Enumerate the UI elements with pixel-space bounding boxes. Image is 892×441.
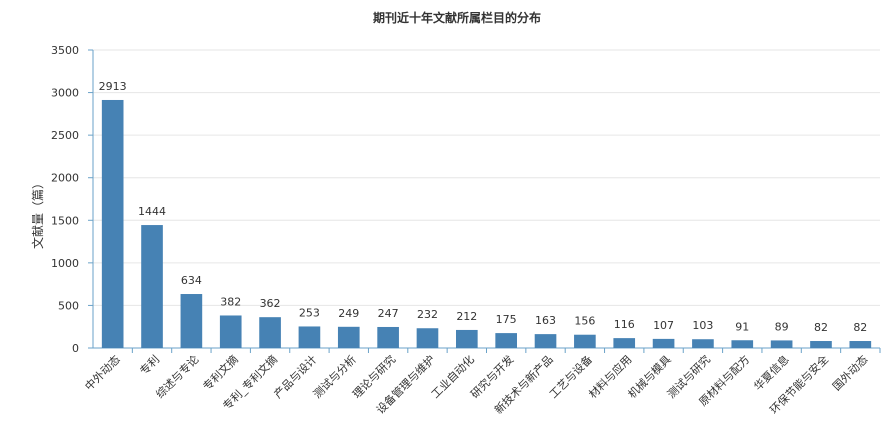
- bar: [416, 328, 439, 348]
- bar: [377, 326, 399, 348]
- bar: [456, 329, 478, 348]
- bars: [101, 99, 872, 349]
- data-label: 212: [456, 310, 477, 323]
- y-tick-label: 2500: [51, 129, 79, 142]
- y-tick-label: 1000: [51, 257, 79, 270]
- x-tick-label: 专利: [137, 352, 162, 377]
- chart-title: 期刊近十年文献所属栏目的分布: [373, 10, 541, 25]
- data-label: 116: [614, 318, 635, 331]
- bar: [337, 326, 360, 348]
- data-label: 232: [417, 308, 438, 321]
- data-label: 634: [181, 274, 202, 287]
- data-label: 156: [574, 315, 595, 328]
- bar: [259, 317, 281, 348]
- bar: [770, 340, 793, 348]
- y-tick-label: 1500: [51, 214, 79, 227]
- bar: [101, 99, 124, 349]
- bar: [141, 225, 163, 348]
- data-label: 82: [853, 321, 867, 334]
- data-label: 89: [775, 320, 789, 333]
- data-label: 107: [653, 319, 674, 332]
- data-label: 1444: [138, 205, 166, 218]
- bar: [849, 341, 872, 348]
- x-tick-label: 中外动态: [82, 353, 122, 393]
- bar: [731, 340, 754, 348]
- bar: [574, 334, 596, 348]
- bar: [180, 294, 203, 348]
- y-tick-label: 500: [58, 299, 79, 312]
- data-label: 253: [299, 306, 320, 319]
- data-label: 382: [220, 295, 241, 308]
- bar: [219, 315, 242, 348]
- data-label: 247: [378, 307, 399, 320]
- data-label: 362: [260, 297, 281, 310]
- y-axis-ticks: 0 500 1000 1500 2000 2500 3000 3500: [51, 44, 93, 355]
- y-axis-label: 文献量（篇）: [30, 177, 45, 249]
- bar: [810, 341, 832, 348]
- data-label: 249: [338, 307, 359, 320]
- data-label: 2913: [99, 80, 127, 93]
- gridlines: [93, 49, 880, 306]
- data-labels: 2913 1444 634 382 362 253 249 247 232 212 175 163 15…: [99, 80, 868, 334]
- data-label: 163: [535, 314, 556, 327]
- x-tick-label: 国外动态: [830, 353, 870, 393]
- x-tick-label: 华夏信息: [751, 352, 792, 393]
- x-tick-label: 综述与专论: [153, 352, 202, 401]
- y-tick-label: 3000: [51, 87, 79, 100]
- y-tick-label: 3500: [51, 44, 79, 57]
- bar: [613, 338, 636, 348]
- bar: [495, 333, 517, 348]
- bar: [652, 338, 675, 348]
- bar: [692, 339, 714, 348]
- bar: [534, 334, 557, 348]
- data-label: 175: [496, 313, 517, 326]
- data-label: 82: [814, 321, 828, 334]
- y-tick-label: 2000: [51, 172, 79, 185]
- y-tick-label: 0: [72, 342, 79, 355]
- bar: [298, 326, 321, 348]
- data-label: 103: [692, 319, 713, 332]
- data-label: 91: [735, 320, 749, 333]
- x-tick-label: 专利文摘: [200, 352, 241, 393]
